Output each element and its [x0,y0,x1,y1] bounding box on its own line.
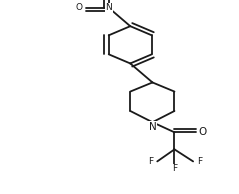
Text: F: F [148,157,153,166]
Text: N: N [105,3,112,12]
Text: O: O [76,3,83,12]
Text: N: N [149,122,156,132]
Text: F: F [172,164,177,173]
Text: O: O [199,127,207,137]
Text: F: F [197,157,202,166]
